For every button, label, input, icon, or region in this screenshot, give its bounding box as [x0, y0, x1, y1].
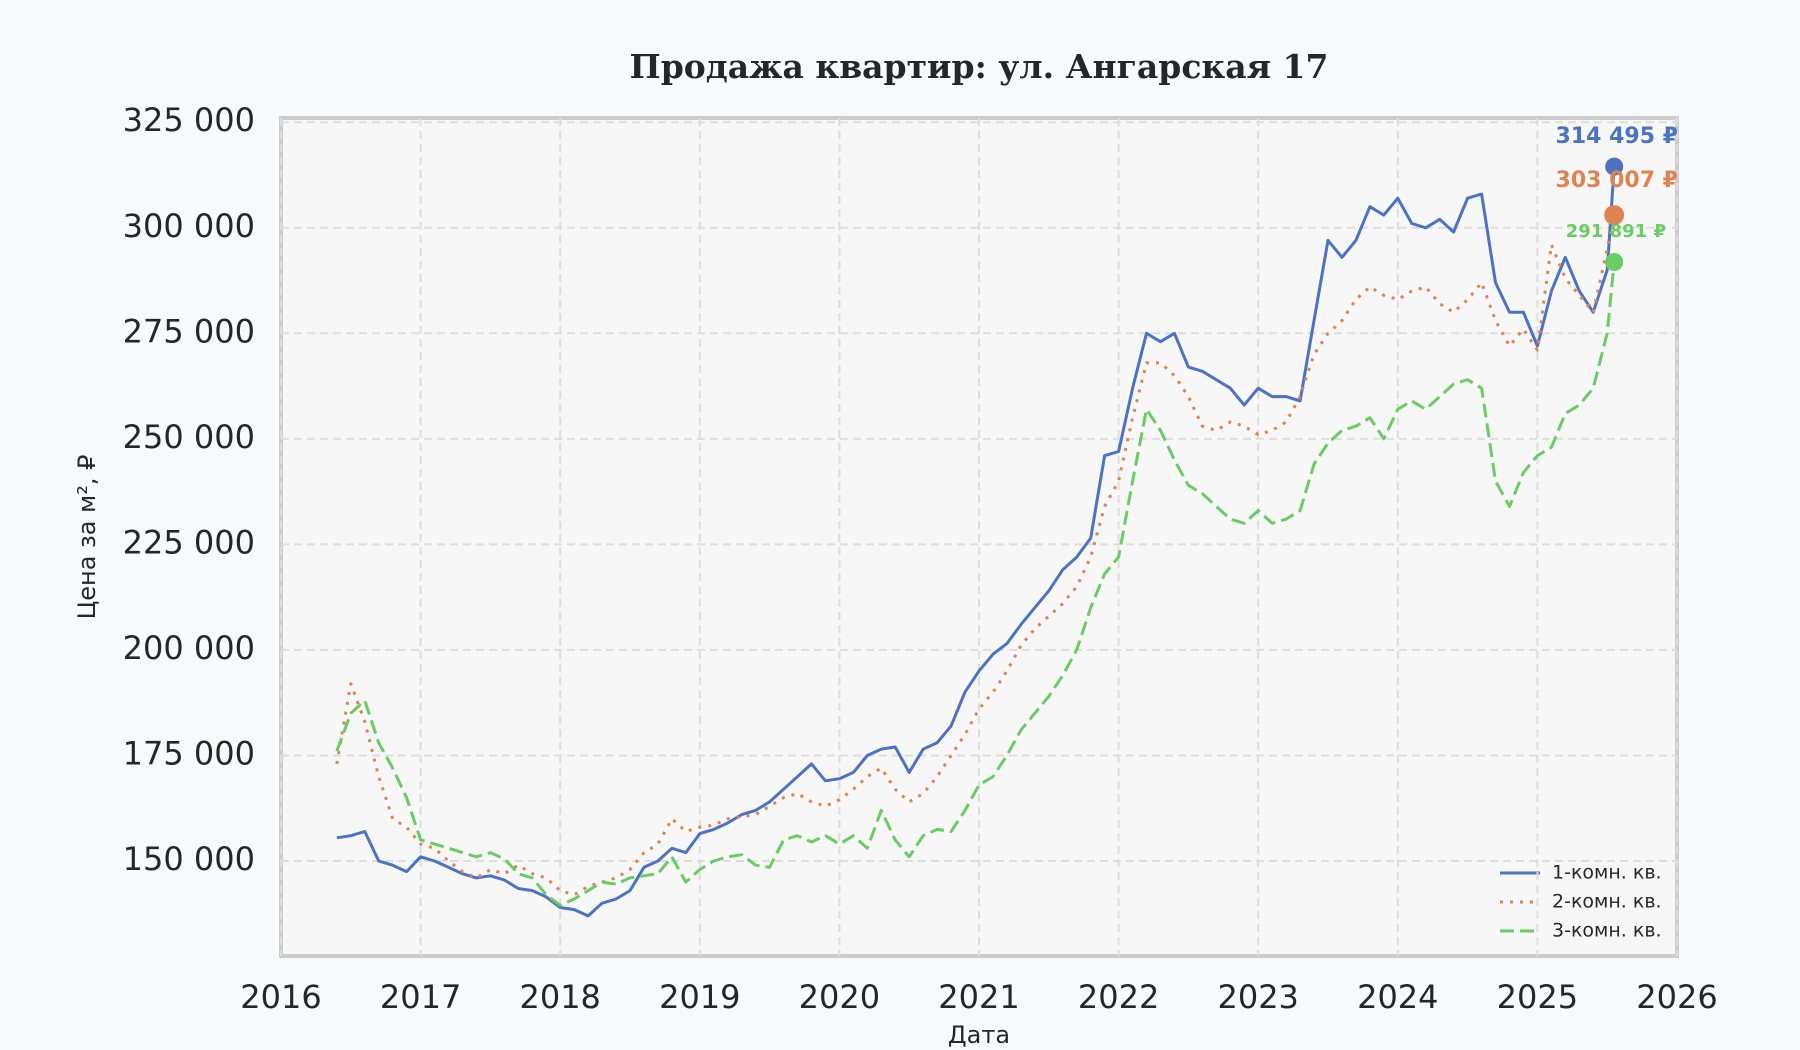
x-tick-label: 2026 [1636, 978, 1717, 1016]
y-tick-label: 200 000 [123, 629, 255, 667]
legend-label: 1-комн. кв. [1552, 862, 1662, 884]
end-label: 314 495 ₽ [1556, 124, 1678, 149]
grid [280, 118, 1678, 956]
x-tick-label: 2022 [1078, 978, 1159, 1016]
series-line [336, 166, 1616, 918]
x-tick-label: 2019 [659, 978, 740, 1016]
x-tick-label: 2018 [519, 978, 600, 1016]
end-marker [1605, 157, 1624, 176]
legend-label: 2-комн. кв. [1552, 891, 1662, 913]
x-tick-label: 2024 [1357, 978, 1438, 1016]
end-marker [1604, 205, 1625, 226]
legend-label: 3-комн. кв. [1552, 920, 1662, 942]
x-axis-label: Дата [948, 1021, 1010, 1049]
x-tick-label: 2023 [1217, 978, 1298, 1016]
y-tick-label: 250 000 [123, 418, 255, 456]
y-tick-label: 325 000 [123, 101, 255, 139]
end-marker [1605, 252, 1624, 271]
series-line [335, 261, 1616, 907]
y-tick-label: 150 000 [123, 840, 255, 878]
legend: 1-комн. кв. 2-комн. кв. 3-комн. кв. [1500, 862, 1662, 942]
end-label: 303 007 ₽ [1556, 168, 1678, 193]
x-tick-label: 2021 [938, 978, 1019, 1016]
x-tick-label: 2017 [380, 978, 461, 1016]
end-label: 291 891 ₽ [1566, 221, 1666, 242]
y-tick-label: 275 000 [123, 312, 255, 350]
y-axis-label: Цена за м², ₽ [73, 455, 101, 620]
y-tick-label: 300 000 [123, 207, 255, 245]
x-tick-label: 2020 [799, 978, 880, 1016]
chart-title: Продажа квартир: ул. Ангарская 17 [630, 47, 1329, 86]
x-tick-label: 2016 [240, 978, 321, 1016]
x-tick-label: 2025 [1497, 978, 1578, 1016]
y-tick-label: 175 000 [123, 734, 255, 772]
series-line [335, 214, 1616, 897]
y-tick-label: 225 000 [123, 523, 255, 561]
